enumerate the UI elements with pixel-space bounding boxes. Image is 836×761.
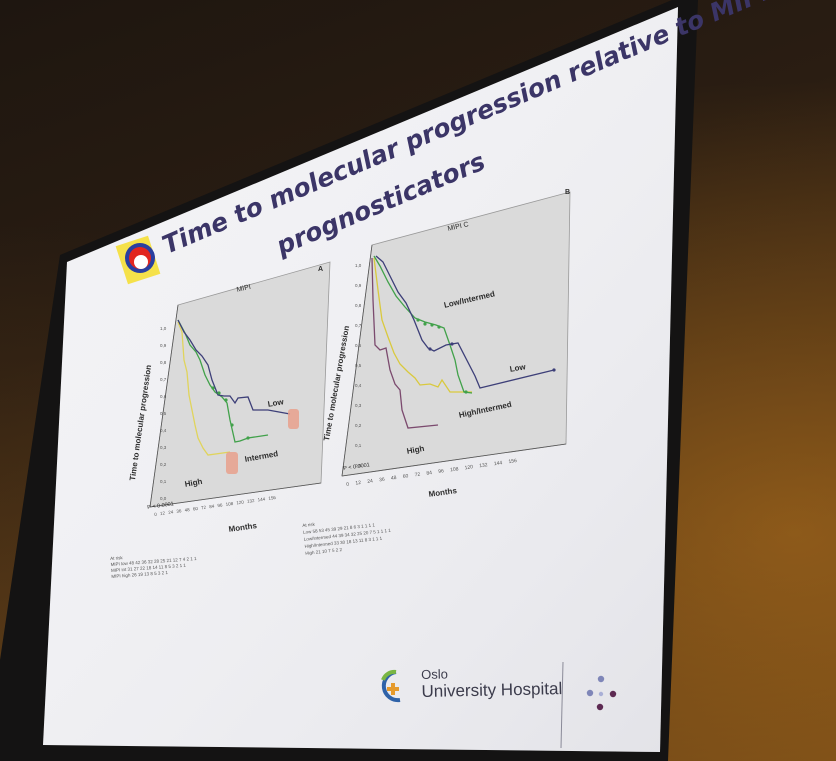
- panel-b-series-high: [371, 257, 439, 429]
- panel-b-x-axis: [341, 443, 567, 477]
- footer-divider: [560, 661, 564, 749]
- panel-a-series-intermed: [177, 319, 269, 443]
- hospital-logo-icon: [381, 669, 401, 703]
- pink-marker-a2: [226, 452, 238, 474]
- panel-a-x-axis: [149, 482, 322, 508]
- panel-a-y-axis: [149, 304, 179, 508]
- pink-marker-a1: [288, 409, 299, 429]
- panel-b-series-low: [375, 255, 555, 389]
- panel-b-censor-marks-low: [428, 342, 556, 372]
- conference-logo: [115, 235, 161, 285]
- panel-a-censor-marks: [211, 386, 250, 440]
- panel-a-series-high: [177, 321, 231, 456]
- panel-b-y-axis: [341, 244, 373, 477]
- panel-b-series-high-intermed: [373, 257, 472, 393]
- dots-mark-icon: [586, 675, 617, 711]
- panel-a-series-low: [177, 319, 291, 415]
- panel-b-censor-marks: [416, 318, 468, 394]
- panel-b-series-low-intermed: [373, 255, 473, 394]
